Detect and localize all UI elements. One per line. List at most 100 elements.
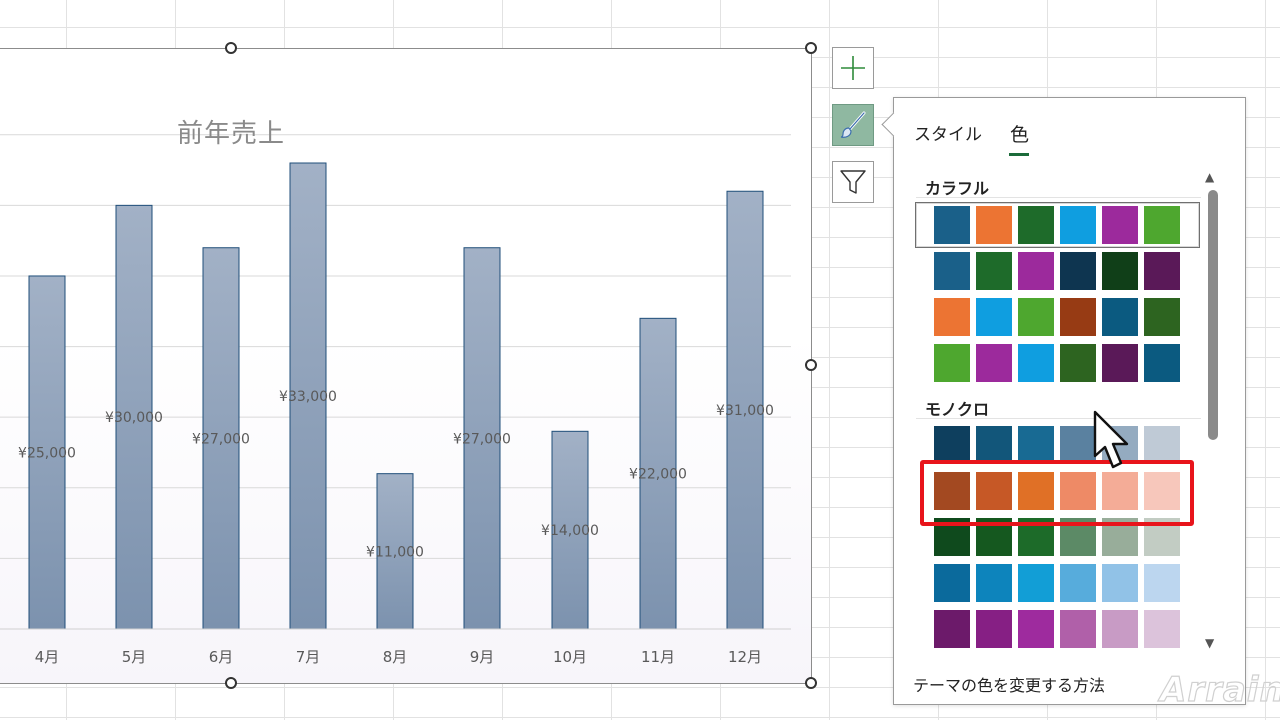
color-swatch xyxy=(1018,344,1054,382)
x-tick-label: 12月 xyxy=(728,648,762,666)
data-label: ¥30,000 xyxy=(105,410,163,426)
data-label: ¥27,000 xyxy=(453,431,511,447)
data-label: ¥22,000 xyxy=(629,467,687,483)
chart-title: 前年売上 xyxy=(176,119,285,149)
color-swatch xyxy=(1102,206,1138,244)
panel-pointer xyxy=(881,112,906,137)
data-label: ¥27,000 xyxy=(192,431,250,447)
scrollbar-thumb[interactable] xyxy=(1208,190,1218,440)
color-swatch xyxy=(1060,472,1096,510)
color-swatch xyxy=(1060,344,1096,382)
color-swatch xyxy=(934,252,970,290)
x-tick-label: 6月 xyxy=(209,648,234,666)
color-swatch xyxy=(1144,344,1180,382)
scroll-down-arrow[interactable]: ▼ xyxy=(1205,636,1215,650)
color-swatch xyxy=(1060,206,1096,244)
selected-palette-outline xyxy=(915,202,1200,248)
section-divider xyxy=(916,418,1201,419)
resize-handle-bottom-right[interactable] xyxy=(805,677,817,689)
colorful-palette-row[interactable] xyxy=(934,298,1180,336)
chart-bar[interactable] xyxy=(289,162,327,630)
mono-palette-row[interactable] xyxy=(934,610,1180,648)
chart-bar[interactable] xyxy=(202,247,240,630)
colorful-palette-row[interactable] xyxy=(934,252,1180,290)
mono-palette-row[interactable] xyxy=(934,426,1180,464)
color-swatch xyxy=(1018,472,1054,510)
data-label: ¥14,000 xyxy=(541,523,599,539)
color-swatch xyxy=(1018,426,1054,464)
funnel-icon xyxy=(840,170,866,194)
section-divider xyxy=(916,197,1201,198)
mono-palette-row[interactable] xyxy=(934,564,1180,602)
theme-color-help-link[interactable]: テーマの色を変更する方法 xyxy=(913,676,1106,695)
resize-handle-top-right[interactable] xyxy=(805,42,817,54)
color-swatch xyxy=(934,610,970,648)
color-swatch xyxy=(976,610,1012,648)
color-swatch xyxy=(1144,426,1180,464)
x-tick-label: 10月 xyxy=(553,648,587,666)
chart-filters-button[interactable] xyxy=(832,161,874,203)
color-swatch xyxy=(1018,610,1054,648)
resize-handle-top[interactable] xyxy=(225,42,237,54)
chart-bar[interactable] xyxy=(463,247,501,630)
color-swatch xyxy=(934,298,970,336)
x-tick-label: 7月 xyxy=(296,648,321,666)
color-swatch xyxy=(976,344,1012,382)
chart-bar[interactable] xyxy=(376,473,414,630)
color-swatch xyxy=(1102,344,1138,382)
data-label: ¥31,000 xyxy=(716,403,774,419)
chart-bar[interactable] xyxy=(639,317,677,630)
color-swatch xyxy=(976,564,1012,602)
chart-plot: ¥25,000 4月 ¥30,000 5月 ¥27,000 6月 ¥33,000 7月 ¥11,… xyxy=(0,134,791,666)
color-swatch xyxy=(1144,564,1180,602)
color-swatch xyxy=(1060,610,1096,648)
color-swatch xyxy=(1144,610,1180,648)
colorful-palette-row[interactable] xyxy=(934,344,1180,382)
color-swatch xyxy=(1102,298,1138,336)
chart-bar[interactable] xyxy=(115,204,153,630)
watermark-logo: Arrain xyxy=(1159,669,1280,710)
mono-palette-row[interactable] xyxy=(934,472,1180,510)
color-swatch xyxy=(934,206,970,244)
data-label: ¥33,000 xyxy=(279,389,337,405)
plus-icon xyxy=(841,56,865,80)
data-label: ¥11,000 xyxy=(366,544,424,560)
color-swatch xyxy=(1060,252,1096,290)
active-tab-indicator xyxy=(1009,153,1029,156)
chart-elements-button[interactable] xyxy=(832,47,874,89)
color-swatch xyxy=(934,344,970,382)
chart-bar[interactable] xyxy=(551,430,589,630)
color-swatch xyxy=(1060,426,1096,464)
color-swatch xyxy=(1144,298,1180,336)
scroll-up-arrow[interactable]: ▲ xyxy=(1205,170,1215,184)
resize-handle-bottom[interactable] xyxy=(225,677,237,689)
color-swatch xyxy=(1018,298,1054,336)
color-swatch xyxy=(1060,298,1096,336)
color-swatch xyxy=(1102,564,1138,602)
x-tick-label: 5月 xyxy=(122,648,147,666)
color-swatch xyxy=(1102,472,1138,510)
chart-area[interactable]: ¥25,000 4月 ¥30,000 5月 ¥27,000 6月 ¥33,000 7月 ¥11,… xyxy=(0,48,812,684)
color-swatch xyxy=(1018,206,1054,244)
color-swatch xyxy=(1018,564,1054,602)
x-tick-label: 4月 xyxy=(35,648,60,666)
x-tick-label: 8月 xyxy=(383,648,408,666)
colorful-palette-row[interactable] xyxy=(934,206,1180,244)
color-swatch xyxy=(934,564,970,602)
chart-styles-button[interactable] xyxy=(832,104,874,146)
colorful-section-label: カラフル xyxy=(925,179,990,198)
x-tick-label: 9月 xyxy=(470,648,495,666)
color-swatch xyxy=(934,472,970,510)
tab-color[interactable]: 色 xyxy=(1010,124,1030,146)
brush-icon xyxy=(840,111,866,138)
color-swatch xyxy=(1144,472,1180,510)
color-swatch xyxy=(1144,206,1180,244)
resize-handle-right[interactable] xyxy=(805,359,817,371)
x-tick-label: 11月 xyxy=(641,648,675,666)
tab-style[interactable]: スタイル xyxy=(914,125,982,145)
mouse-pointer-icon xyxy=(1093,410,1129,469)
color-swatch xyxy=(976,252,1012,290)
chart-style-panel: スタイル 色 カラフル モノクロ ▲ ▼ テーマの色を変更する方法 xyxy=(881,97,1246,705)
color-swatch xyxy=(1102,610,1138,648)
color-swatch xyxy=(976,298,1012,336)
